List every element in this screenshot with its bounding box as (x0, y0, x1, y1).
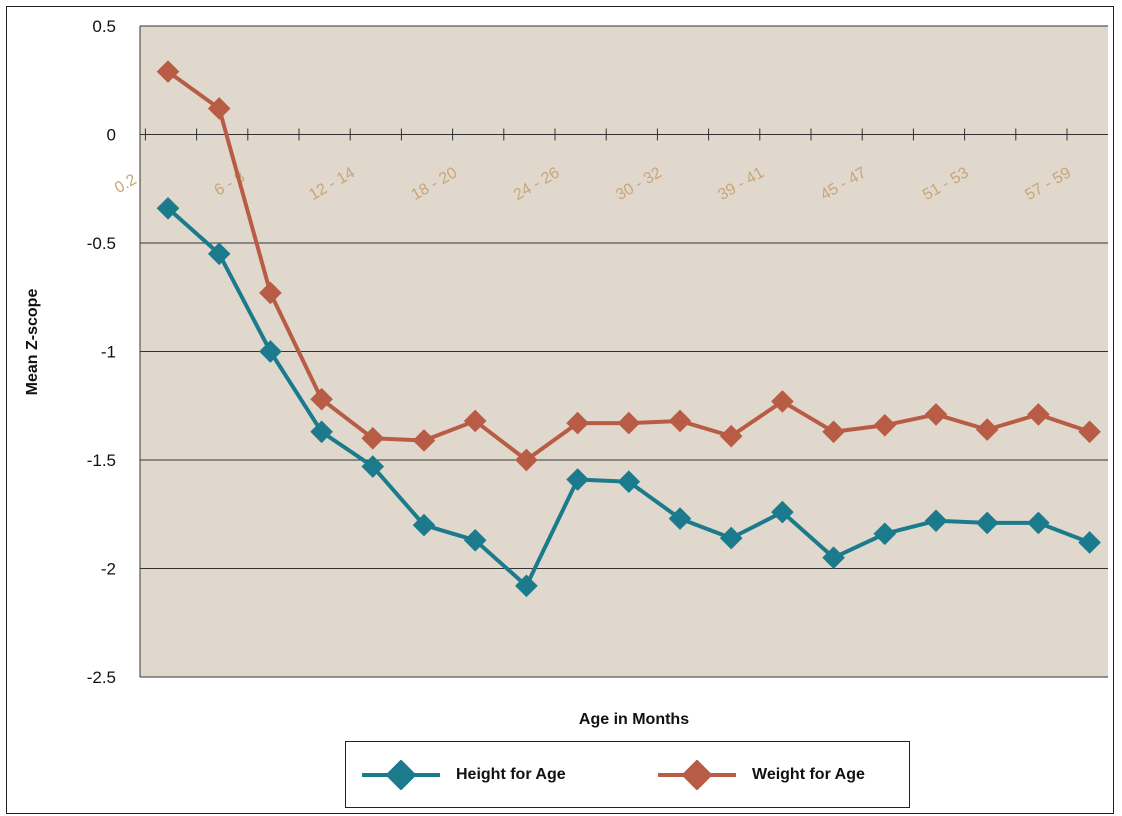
data-point (566, 411, 589, 435)
x-tick-label: 0.2 (112, 171, 140, 197)
data-point (463, 409, 487, 433)
data-point (873, 522, 897, 546)
y-tick-label: 0.5 (92, 17, 116, 36)
data-point (515, 574, 538, 598)
legend-item-weight: Weight for Age (656, 742, 865, 807)
data-point (975, 418, 999, 441)
data-point (924, 509, 948, 533)
legend-item-height: Height for Age (360, 742, 566, 807)
data-point (617, 411, 641, 435)
x-axis-title: Age in Months (579, 711, 689, 728)
data-point (975, 511, 999, 535)
y-tick-label: -2.5 (87, 668, 116, 687)
data-point (361, 455, 385, 478)
data-point (719, 424, 743, 448)
data-point (412, 513, 436, 537)
y-tick-label: -1.5 (87, 451, 116, 470)
data-point (924, 403, 948, 426)
legend: Height for Age Weight for Age (345, 741, 910, 808)
y-tick-label: 0 (107, 126, 116, 145)
data-point (259, 281, 282, 305)
data-point (1027, 403, 1050, 426)
data-point (668, 409, 692, 433)
data-point (822, 546, 845, 569)
data-point (515, 448, 538, 472)
data-point (1027, 511, 1050, 535)
data-point (259, 340, 282, 363)
legend-label-weight: Weight for Age (752, 765, 865, 783)
legend-line-weight-icon (658, 759, 736, 790)
data-point (1078, 420, 1101, 444)
y-tick-label: -2 (101, 560, 116, 579)
data-point (207, 97, 231, 120)
legend-line-height-icon (362, 759, 440, 790)
data-point (566, 468, 589, 491)
data-point (361, 426, 385, 450)
data-point (771, 390, 794, 413)
data-point (412, 429, 436, 452)
data-point (1078, 531, 1101, 554)
data-point (822, 420, 845, 444)
y-tick-label: -1 (101, 343, 116, 362)
data-point (719, 526, 743, 550)
data-point (463, 528, 487, 552)
data-point (873, 413, 897, 437)
data-point (310, 387, 333, 411)
data-point (617, 470, 641, 494)
y-tick-label: -0.5 (87, 234, 116, 253)
legend-label-height: Height for Age (456, 765, 566, 783)
y-axis-title: Mean Z-scope (24, 289, 41, 396)
data-point (310, 420, 333, 444)
